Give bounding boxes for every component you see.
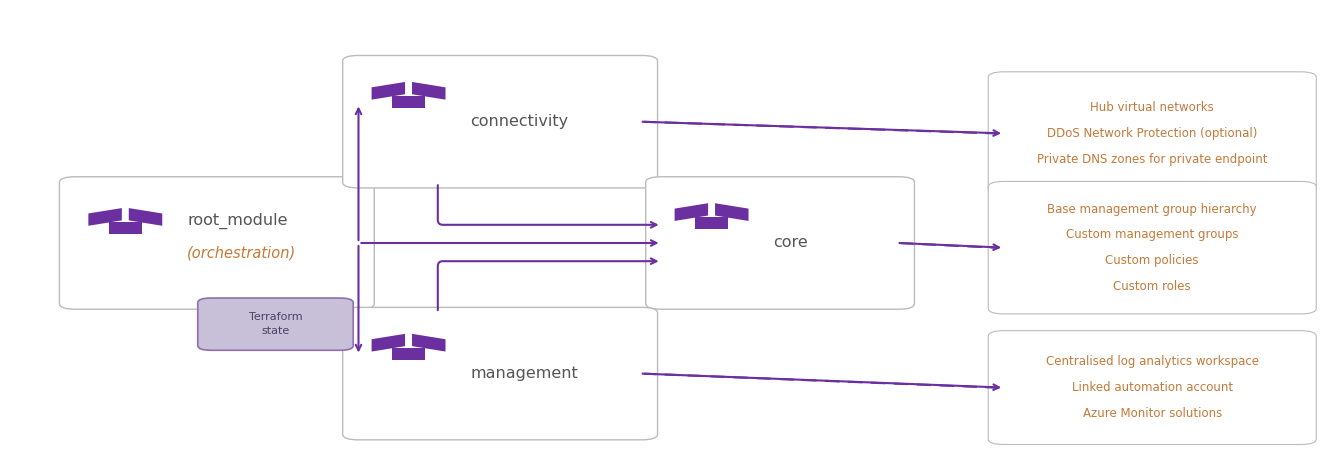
FancyBboxPatch shape [197,298,353,350]
Polygon shape [411,334,446,352]
Text: Centralised log analytics workspace: Centralised log analytics workspace [1045,355,1258,369]
Text: Azure Monitor solutions: Azure Monitor solutions [1082,407,1222,420]
Polygon shape [108,222,142,234]
Text: Custom policies: Custom policies [1106,254,1199,267]
Polygon shape [372,82,405,100]
Polygon shape [675,203,708,221]
Text: management: management [471,366,578,381]
Text: Base management group hierarchy: Base management group hierarchy [1048,202,1257,216]
Polygon shape [89,208,122,226]
Polygon shape [714,203,749,221]
Text: Hub virtual networks: Hub virtual networks [1090,101,1215,114]
Polygon shape [695,217,728,229]
Polygon shape [392,348,425,360]
Text: core: core [774,236,808,251]
Polygon shape [128,208,163,226]
Text: Custom roles: Custom roles [1114,279,1191,293]
Text: (orchestration): (orchestration) [188,245,296,260]
Text: root_module: root_module [188,213,287,229]
Polygon shape [392,96,425,108]
FancyBboxPatch shape [646,177,914,309]
Text: Private DNS zones for private endpoint: Private DNS zones for private endpoint [1037,152,1267,166]
Text: DDoS Network Protection (optional): DDoS Network Protection (optional) [1046,127,1257,140]
Text: Terraform
state: Terraform state [249,312,302,336]
FancyBboxPatch shape [343,307,658,440]
FancyBboxPatch shape [988,331,1316,445]
FancyBboxPatch shape [343,56,658,188]
FancyBboxPatch shape [988,72,1316,195]
FancyBboxPatch shape [60,177,374,309]
Text: Linked automation account: Linked automation account [1072,381,1233,394]
Text: connectivity: connectivity [471,114,569,129]
Text: Custom management groups: Custom management groups [1066,228,1238,241]
Polygon shape [372,334,405,352]
FancyBboxPatch shape [988,181,1316,314]
Polygon shape [411,82,446,100]
